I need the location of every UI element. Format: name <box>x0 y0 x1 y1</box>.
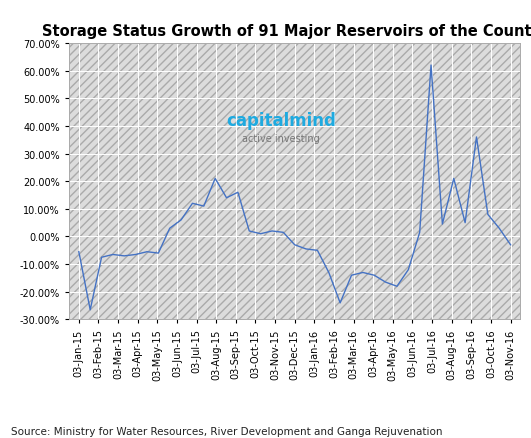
Text: capitalmind: capitalmind <box>226 112 336 130</box>
Text: active investing: active investing <box>242 134 320 144</box>
Text: Source: Ministry for Water Resources, River Development and Ganga Rejuvenation: Source: Ministry for Water Resources, Ri… <box>11 426 442 436</box>
Title: Storage Status Growth of 91 Major Reservoirs of the Country: Storage Status Growth of 91 Major Reserv… <box>41 24 531 39</box>
Bar <box>69 44 520 320</box>
